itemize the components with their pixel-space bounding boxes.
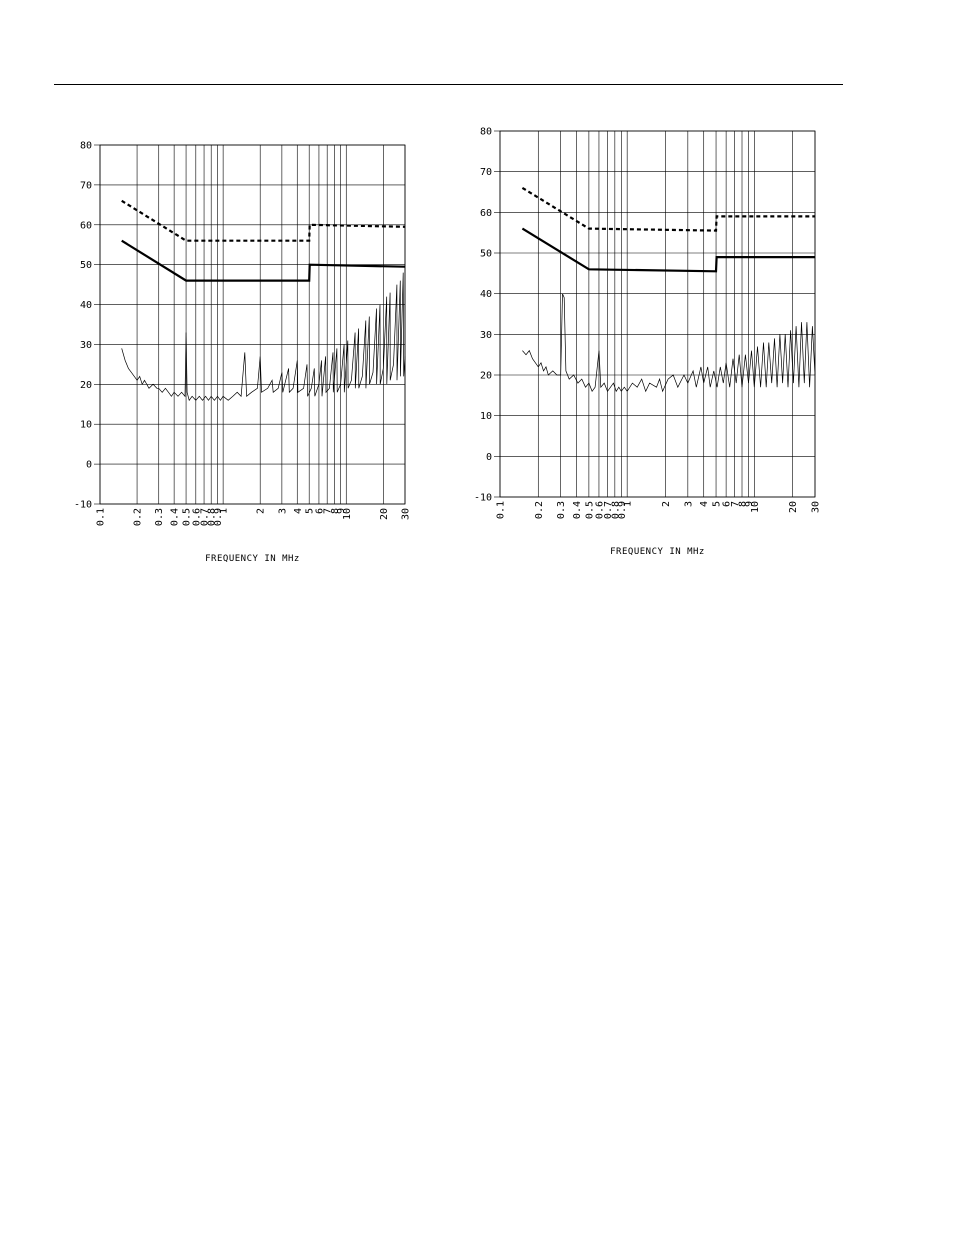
y-tick-label: -10: [74, 500, 92, 511]
x-tick-label: 1: [219, 508, 230, 514]
x-tick-label: 4: [699, 501, 710, 507]
x-tick-label: 3: [277, 508, 288, 514]
plot-frame: [499, 130, 816, 498]
x-tick-label: 2: [661, 501, 672, 507]
y-tick-label: 10: [480, 411, 492, 422]
x-tick-label: 0.2: [534, 501, 545, 519]
x-tick-label: 7: [323, 508, 334, 514]
y-tick-label: 60: [80, 220, 92, 231]
y-tick-label: 80: [480, 127, 492, 138]
y-tick-label: 30: [480, 330, 492, 341]
y-tick-label: 50: [480, 249, 492, 260]
y-tick-label: 40: [80, 300, 92, 311]
y-tick-label: 40: [480, 289, 492, 300]
x-tick-label: 2: [256, 508, 267, 514]
y-tick-label: 50: [80, 260, 92, 271]
x-tick-label: 30: [401, 508, 412, 520]
y-tick-label: 0: [86, 460, 92, 471]
x-tick-label: 0.5: [584, 501, 595, 519]
average-limit-line: [121, 239, 406, 282]
y-tick-label: 30: [80, 340, 92, 351]
x-tick-label: 5: [712, 501, 723, 507]
x-tick-label: 6: [722, 501, 733, 507]
y-tick-label: 80: [80, 141, 92, 152]
x-tick-label: 0.1: [96, 508, 107, 526]
x-tick-label: 0.9: [617, 501, 628, 519]
header-rule: [54, 84, 843, 85]
quasi-peak-limit-line: [521, 186, 815, 232]
x-tick-label: 7: [730, 501, 741, 507]
x-tick-label: 0.6: [594, 501, 605, 519]
quasi-peak-limit-line: [121, 199, 406, 242]
x-tick-label: 4: [293, 508, 304, 514]
y-tick-label: 10: [80, 420, 92, 431]
x-tick-label: 0.2: [133, 508, 144, 526]
x-tick-label: 0.7: [603, 501, 614, 519]
x-tick-label: 0.9: [213, 508, 224, 526]
y-tick-label: 70: [80, 180, 92, 191]
x-tick-label: 0.7: [200, 508, 211, 526]
x-tick-label: 8: [330, 508, 341, 514]
x-tick-label: 0.4: [170, 508, 181, 526]
x-tick-label: 0.5: [182, 508, 193, 526]
x-tick-label: 3: [683, 501, 694, 507]
x-tick-label: 5: [305, 508, 316, 514]
x-tick-label: 1: [623, 501, 634, 507]
x-tick-label: 20: [788, 501, 799, 513]
x-axis-label: FREQUENCY IN MHz: [205, 554, 300, 564]
x-tick-label: 0.8: [610, 501, 621, 519]
x-tick-label: 0.3: [154, 508, 165, 526]
x-tick-label: 10: [342, 508, 353, 520]
x-tick-label: 9: [744, 501, 755, 507]
x-tick-label: 9: [336, 508, 347, 514]
x-tick-label: 0.6: [191, 508, 202, 526]
y-tick-label: 20: [480, 371, 492, 382]
x-tick-label: 0.1: [496, 501, 507, 519]
y-tick-label: 60: [480, 208, 492, 219]
y-tick-label: 20: [80, 380, 92, 391]
x-tick-label: 6: [314, 508, 325, 514]
y-tick-label: -10: [474, 493, 492, 504]
x-tick-label: 8: [738, 501, 749, 507]
x-tick-label: 20: [379, 508, 390, 520]
x-tick-label: 30: [811, 501, 822, 513]
y-tick-label: 70: [480, 167, 492, 178]
x-tick-label: 0.8: [207, 508, 218, 526]
measured-emission-line: [121, 272, 406, 402]
x-tick-label: 0.3: [556, 501, 567, 519]
plot-frame: [99, 144, 406, 505]
measured-emission-line: [522, 293, 816, 393]
average-limit-line: [521, 227, 815, 273]
x-tick-label: 0.4: [572, 501, 583, 519]
x-axis-label: FREQUENCY IN MHz: [610, 547, 705, 557]
x-tick-label: 10: [750, 501, 761, 513]
y-tick-label: 0: [486, 452, 492, 463]
